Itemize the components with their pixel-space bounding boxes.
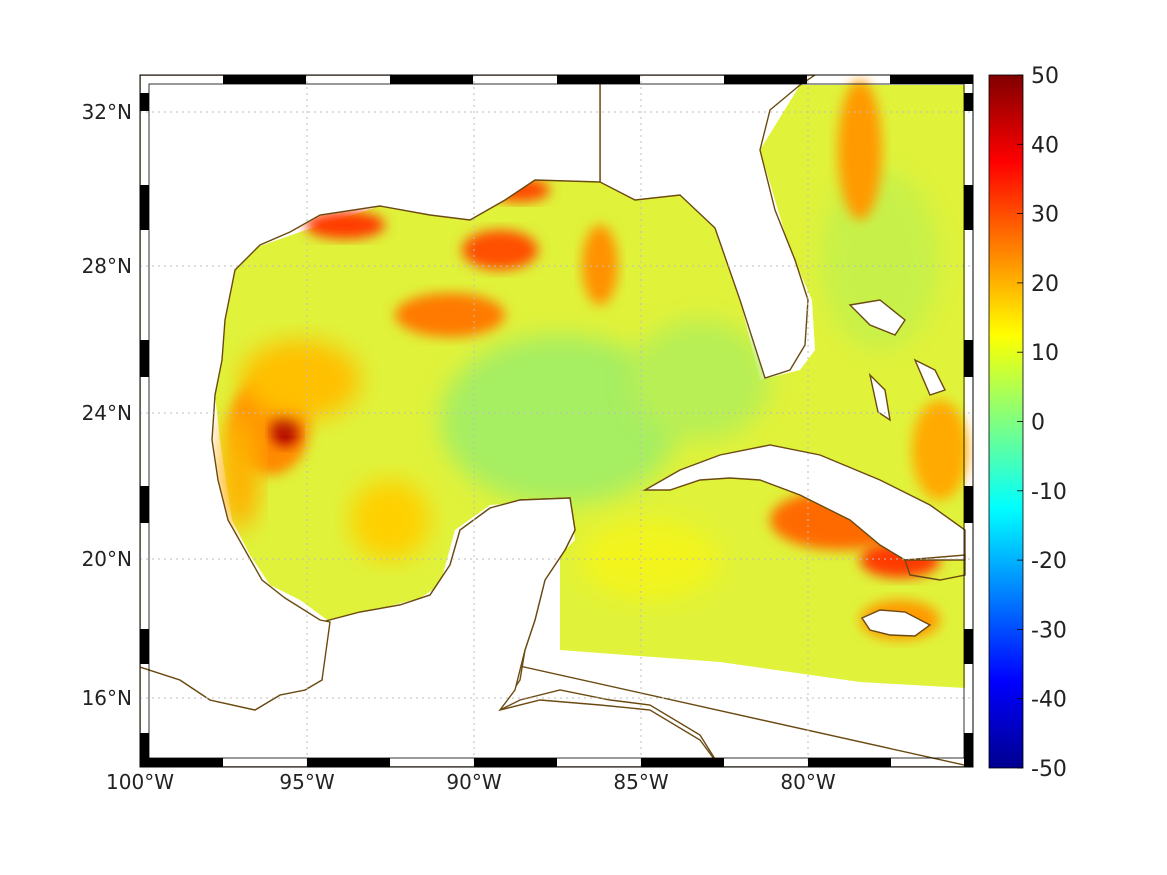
- x-tick-label: 80°W: [780, 770, 835, 794]
- colorbar-tick-label: 20: [1031, 272, 1059, 297]
- warm-anomalies: [220, 80, 968, 640]
- y-tick-label: 24°N: [82, 401, 132, 425]
- x-tick-label: 95°W: [279, 770, 334, 794]
- y-tick-labels: 32°N 28°N 24°N 20°N 16°N: [82, 100, 132, 710]
- x-tick-label: 100°W: [106, 770, 174, 794]
- y-tick-label: 32°N: [82, 100, 132, 124]
- graticule: [140, 75, 973, 767]
- colorbar-tick-label: 50: [1031, 64, 1059, 89]
- x-tick-label: 85°W: [613, 770, 668, 794]
- sst-field: [215, 80, 968, 688]
- colorbar-tick-label: -20: [1031, 549, 1067, 574]
- land-masks: [140, 75, 973, 767]
- colorbar-tick-label: -50: [1031, 757, 1067, 782]
- colorbar-tick-label: -40: [1031, 688, 1067, 713]
- colorbar: 50 40 30 20 10 0 -10 -20 -30 -40 -50: [988, 64, 1067, 782]
- colorbar-tick-label: 40: [1031, 133, 1059, 158]
- y-tick-label: 16°N: [82, 686, 132, 710]
- map-frame: [139, 74, 974, 768]
- y-tick-label: 28°N: [82, 254, 132, 278]
- colorbar-tick-label: 30: [1031, 203, 1059, 228]
- map-area: [140, 75, 973, 767]
- colorbar-ticks: 50 40 30 20 10 0 -10 -20 -30 -40 -50: [1017, 64, 1067, 782]
- colorbar-tick-label: -30: [1031, 618, 1067, 643]
- x-tick-label: 90°W: [446, 770, 501, 794]
- colorbar-tick-label: -10: [1031, 480, 1067, 505]
- x-tick-labels: 100°W 95°W 90°W 85°W 80°W: [106, 770, 836, 794]
- colorbar-tick-label: 10: [1031, 341, 1059, 366]
- colorbar-tick-label: 0: [1031, 411, 1045, 436]
- y-tick-label: 20°N: [82, 547, 132, 571]
